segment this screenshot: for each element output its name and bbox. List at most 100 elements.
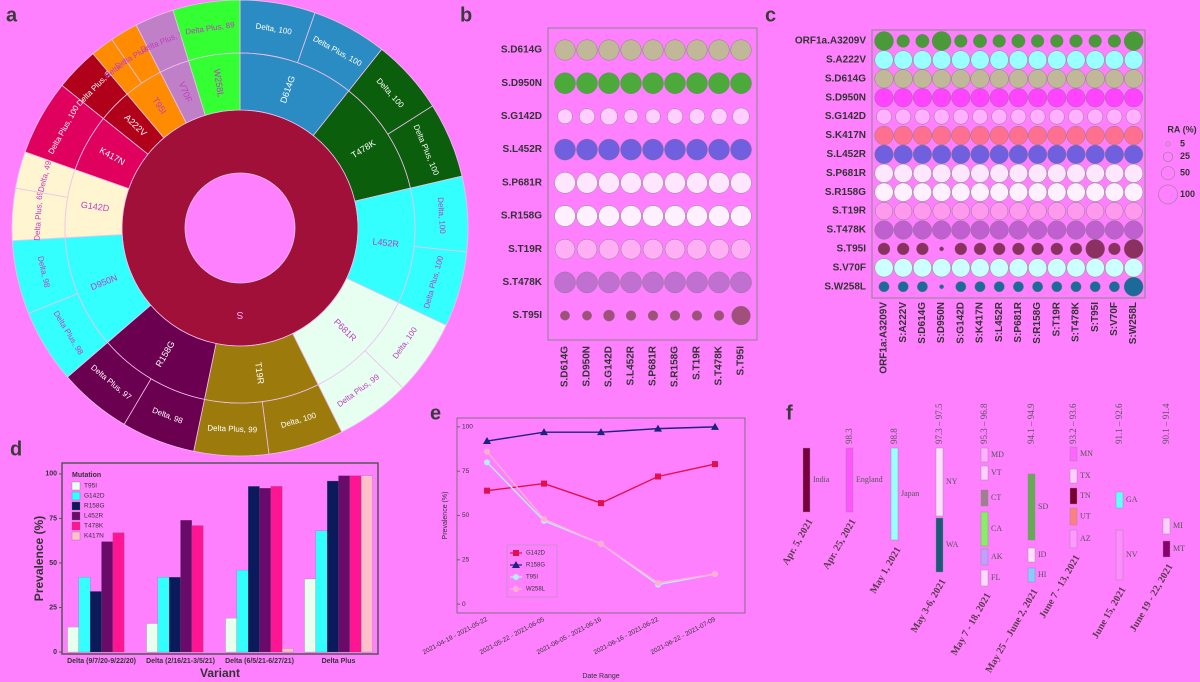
column-label: S:D950N: [936, 302, 947, 343]
bubble: [989, 182, 1009, 202]
legend-label: T95I: [84, 483, 97, 490]
bubble: [970, 182, 990, 202]
bubble: [931, 31, 952, 51]
bubble: [1123, 277, 1144, 297]
bubble: [1012, 281, 1024, 293]
bubble: [951, 182, 971, 202]
x-tick-label: Delta Plus: [322, 658, 356, 665]
x-tick-label: Delta (6/5/21-6/27/21): [225, 658, 294, 665]
bubble: [645, 108, 661, 125]
legend-label: 50: [1180, 168, 1190, 178]
bubble: [1011, 34, 1026, 48]
location-label: SD: [1038, 502, 1048, 511]
center-label: S: [236, 309, 243, 320]
bubble: [989, 220, 1009, 240]
bubble: [1066, 144, 1086, 164]
bubble: [686, 172, 708, 194]
bubble: [932, 69, 952, 89]
bubble: [576, 239, 598, 260]
bubble: [1104, 69, 1124, 89]
y-tick-label: 0: [462, 601, 466, 608]
legend-swatch: [71, 491, 81, 501]
bubble: [894, 202, 913, 221]
legend-label: G142D: [526, 551, 546, 557]
bubble: [1104, 126, 1124, 145]
bubble: [1067, 202, 1085, 221]
location-bar: [980, 511, 989, 547]
bubble: [952, 108, 969, 125]
column-label: S:K417N: [975, 302, 986, 343]
plot-frame: [547, 27, 758, 341]
column-label: S.L452R: [626, 345, 637, 385]
bubble: [1085, 144, 1105, 164]
bubble: [951, 258, 971, 278]
row-label: S.P681R: [826, 168, 867, 179]
column-label: S.T478K: [714, 345, 725, 385]
bar: [270, 486, 283, 653]
bubble: [876, 108, 892, 125]
column-label: S:L452R: [994, 301, 1005, 342]
bubble: [1047, 144, 1067, 164]
point: [484, 459, 490, 466]
bubble: [730, 172, 752, 194]
bubble: [691, 310, 703, 321]
bubble: [686, 239, 708, 260]
column-label: S:A222V: [898, 302, 909, 343]
bubble: [932, 126, 952, 145]
bubble: [1048, 108, 1065, 125]
location-label: GA: [1126, 495, 1138, 504]
column-label: S:G142D: [955, 302, 966, 344]
column-label: S:V70F: [1109, 302, 1120, 336]
bubble: [973, 242, 987, 256]
bubble: [576, 205, 598, 227]
bubble: [1104, 88, 1124, 108]
legend-swatch: [71, 501, 81, 511]
column-label: S.T95I: [736, 346, 747, 376]
legend-label: R158G: [526, 563, 545, 569]
bubble: [732, 107, 750, 126]
row-label: S.D614G: [501, 45, 542, 56]
point: [655, 579, 661, 586]
bar: [349, 475, 362, 653]
row-label: S.T478K: [503, 277, 543, 288]
bubble: [893, 88, 913, 108]
bubble: [1066, 163, 1086, 183]
bubble: [576, 138, 598, 161]
bubble: [1089, 281, 1101, 293]
bubble: [913, 202, 932, 221]
legend-label: T95I: [526, 575, 538, 581]
bubble: [932, 182, 952, 202]
bubble: [664, 239, 686, 260]
bubble: [598, 138, 620, 161]
range-label: 98.8: [889, 428, 899, 444]
bubble: [642, 239, 664, 260]
column-label: S.D950N: [582, 346, 593, 387]
y-tick-label: 50: [462, 512, 470, 519]
location-label: AZ: [1080, 534, 1091, 543]
bubble: [916, 242, 929, 256]
outer-label: Delta Plus, 99: [207, 424, 258, 435]
row-label: S.G142D: [825, 111, 866, 122]
bubble: [1028, 258, 1048, 278]
bubble: [603, 309, 615, 322]
mutation-arc: [188, 52, 241, 116]
location-bar: [935, 447, 944, 517]
bubble: [664, 271, 686, 294]
bubble: [893, 182, 913, 202]
legend-swatch: [71, 531, 81, 541]
location-bar: [845, 447, 854, 513]
row-label: S.T95I: [837, 244, 867, 255]
legend-marker: [513, 574, 519, 580]
point: [655, 473, 661, 480]
bubble: [576, 72, 598, 94]
bubble: [874, 182, 894, 202]
bubble: [1088, 34, 1102, 48]
bubble: [1028, 202, 1047, 221]
location-label: TN: [1080, 491, 1091, 500]
bubble: [1028, 182, 1048, 202]
bubble: [991, 108, 1008, 125]
bubble: [1085, 50, 1105, 70]
bubble: [1008, 182, 1028, 202]
bubble: [1008, 69, 1028, 89]
bubble: [1085, 239, 1105, 259]
